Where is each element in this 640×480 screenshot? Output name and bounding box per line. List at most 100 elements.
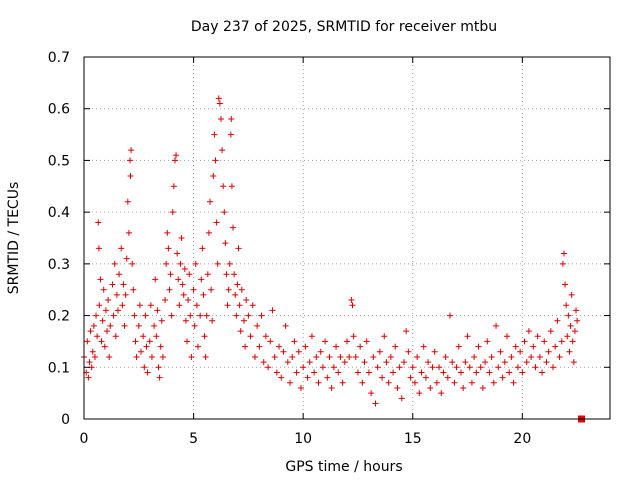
data-point xyxy=(433,379,440,386)
data-point xyxy=(547,328,554,335)
data-point xyxy=(235,245,242,252)
data-point xyxy=(565,312,572,319)
data-point xyxy=(230,224,237,231)
data-point xyxy=(240,317,247,324)
data-point xyxy=(368,390,375,397)
data-point xyxy=(510,379,517,386)
x-tick-label: 0 xyxy=(80,431,89,447)
data-point xyxy=(556,353,563,360)
data-point xyxy=(193,302,200,309)
data-point xyxy=(175,276,182,283)
data-point xyxy=(122,291,129,298)
data-point xyxy=(162,297,169,304)
data-point xyxy=(431,348,438,355)
data-point xyxy=(128,147,135,154)
data-point xyxy=(438,390,445,397)
data-point xyxy=(93,312,100,319)
data-point xyxy=(302,343,309,350)
data-point xyxy=(116,271,123,278)
data-point xyxy=(280,348,287,355)
data-point xyxy=(357,343,364,350)
data-point xyxy=(488,353,495,360)
data-point xyxy=(179,281,186,288)
data-point xyxy=(223,271,230,278)
data-point xyxy=(425,359,432,366)
data-point xyxy=(440,369,447,376)
data-point xyxy=(532,364,539,371)
data-point xyxy=(493,322,500,329)
data-point xyxy=(436,364,443,371)
data-point xyxy=(466,364,473,371)
data-point xyxy=(203,312,210,319)
data-point xyxy=(111,260,118,267)
data-point xyxy=(337,353,344,360)
data-point xyxy=(350,333,357,340)
data-point xyxy=(135,322,142,329)
data-point xyxy=(208,286,215,293)
data-point xyxy=(157,343,164,350)
data-point xyxy=(169,209,176,216)
y-tick-label: 0.7 xyxy=(48,50,70,66)
data-point xyxy=(247,333,254,340)
data-point xyxy=(146,338,153,345)
data-point xyxy=(499,374,506,381)
data-point xyxy=(226,260,233,267)
data-point xyxy=(184,338,191,345)
data-point xyxy=(205,229,212,236)
data-point xyxy=(363,338,370,345)
data-point xyxy=(392,343,399,350)
data-point xyxy=(231,271,238,278)
data-point xyxy=(370,353,377,360)
data-point xyxy=(233,312,240,319)
data-point xyxy=(390,369,397,376)
data-point xyxy=(482,359,489,366)
data-point xyxy=(387,353,394,360)
data-point xyxy=(447,312,454,319)
data-point xyxy=(198,276,205,283)
tick-labels: 0 0.1 0.2 0.3 0.4 0.5 0.6 0.7 0 5 10 15 20 xyxy=(48,50,532,447)
y-axis-label: SRMTID / TECUs xyxy=(6,182,22,295)
data-point xyxy=(84,338,91,345)
data-point xyxy=(212,157,219,164)
data-point xyxy=(539,369,546,376)
data-point xyxy=(442,353,449,360)
data-point xyxy=(300,364,307,371)
data-point xyxy=(383,359,390,366)
data-point xyxy=(232,291,239,298)
data-point xyxy=(99,317,106,324)
data-point xyxy=(420,343,427,350)
data-point xyxy=(486,369,493,376)
data-point xyxy=(227,131,234,138)
data-point xyxy=(319,364,326,371)
data-point xyxy=(207,198,214,205)
data-point xyxy=(202,353,209,360)
data-point xyxy=(339,379,346,386)
x-tick-label: 10 xyxy=(294,431,312,447)
data-point xyxy=(129,260,136,267)
data-point xyxy=(262,333,269,340)
y-tick-label: 0.6 xyxy=(48,102,70,118)
data-point xyxy=(159,353,166,360)
data-point xyxy=(125,229,132,236)
data-point xyxy=(120,281,127,288)
data-point xyxy=(228,116,235,123)
data-point xyxy=(519,369,526,376)
data-point xyxy=(297,384,304,391)
data-point xyxy=(352,353,359,360)
data-point xyxy=(455,343,462,350)
data-point xyxy=(271,353,278,360)
data-point xyxy=(490,379,497,386)
data-point xyxy=(177,260,184,267)
data-point xyxy=(545,348,552,355)
data-point xyxy=(411,379,418,386)
y-tick-label: 0.2 xyxy=(48,309,70,325)
data-point xyxy=(95,219,102,226)
data-point xyxy=(287,379,294,386)
data-point xyxy=(251,353,258,360)
data-point xyxy=(276,343,283,350)
data-point xyxy=(477,364,484,371)
data-point xyxy=(100,286,107,293)
data-point xyxy=(422,374,429,381)
data-point xyxy=(158,317,165,324)
